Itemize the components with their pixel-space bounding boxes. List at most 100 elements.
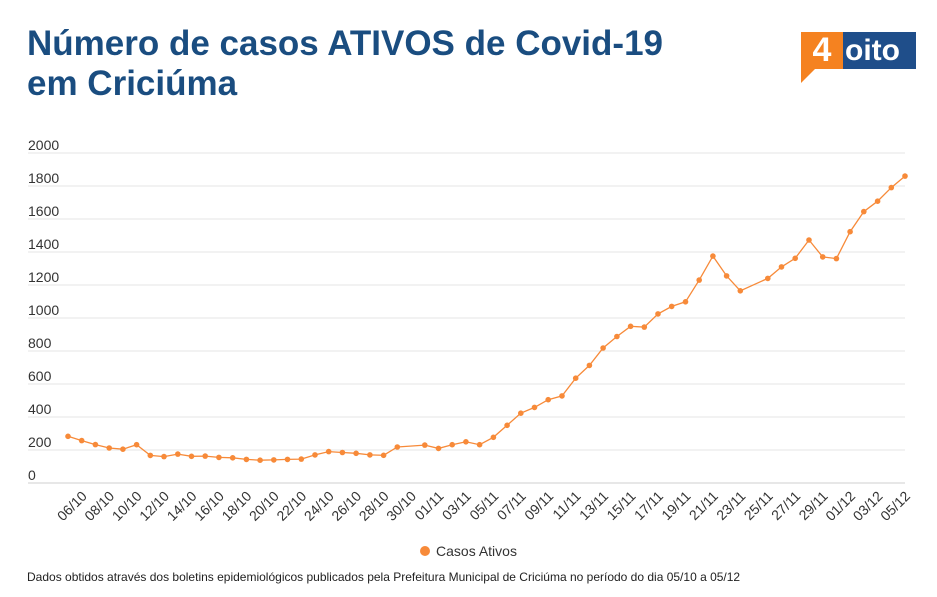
x-tick-label: 09/11 [521, 488, 557, 524]
data-point[interactable] [792, 255, 798, 262]
data-point[interactable] [394, 444, 401, 450]
data-point[interactable] [559, 393, 565, 399]
x-tick-label: 30/10 [383, 488, 419, 524]
data-point[interactable] [92, 441, 99, 448]
data-point[interactable] [78, 437, 85, 444]
data-point[interactable] [463, 439, 469, 445]
data-point[interactable] [229, 455, 236, 461]
data-point[interactable] [723, 273, 730, 279]
data-point[interactable] [710, 253, 716, 259]
y-tick-label: 0 [28, 467, 36, 483]
y-tick-label: 1200 [28, 269, 59, 285]
x-tick-label: 03/12 [850, 488, 886, 524]
legend-label: Casos Ativos [436, 543, 517, 559]
chart-title-line-1: Número de casos ATIVOS de Covid-19 [27, 24, 663, 63]
data-point[interactable] [627, 323, 634, 330]
data-point[interactable] [531, 404, 538, 411]
x-tick-label: 10/10 [109, 488, 145, 524]
data-point[interactable] [435, 445, 442, 452]
data-point[interactable] [380, 452, 387, 459]
data-point[interactable] [257, 457, 263, 464]
data-point[interactable] [188, 453, 195, 460]
data-point[interactable] [641, 324, 648, 330]
data-point[interactable] [325, 448, 332, 455]
data-point[interactable] [737, 288, 744, 294]
data-point[interactable] [476, 441, 483, 448]
data-point[interactable] [353, 450, 359, 457]
data-point[interactable] [147, 452, 154, 459]
x-tick-label: 12/10 [136, 488, 172, 524]
data-point[interactable] [339, 449, 346, 456]
data-point[interactable] [65, 433, 71, 440]
x-tick-label: 05/11 [466, 488, 502, 524]
x-tick-label: 07/11 [494, 488, 530, 524]
x-tick-label: 27/11 [768, 488, 804, 524]
x-tick-label: 05/12 [877, 488, 913, 524]
data-point[interactable] [422, 442, 428, 448]
data-point[interactable] [696, 277, 702, 283]
data-point[interactable] [161, 453, 167, 460]
data-point[interactable] [806, 237, 812, 243]
data-point[interactable] [847, 228, 853, 235]
data-point[interactable] [518, 410, 524, 417]
series-casos-ativos [65, 173, 908, 464]
data-point[interactable] [449, 441, 456, 448]
data-point[interactable] [216, 454, 222, 461]
data-point[interactable] [545, 396, 551, 403]
chart-grid [28, 152, 905, 484]
x-tick-label: 24/10 [301, 488, 337, 524]
y-tick-label: 2000 [28, 137, 59, 153]
x-tick-label: 01/11 [411, 488, 447, 524]
y-tick-label: 200 [28, 434, 52, 450]
data-point[interactable] [298, 456, 305, 462]
data-point[interactable] [106, 445, 112, 451]
x-axis-ticks: 06/1008/1010/1012/1014/1016/1018/1020/10… [54, 488, 914, 524]
logo-tail-shape [801, 69, 815, 83]
data-point[interactable] [682, 299, 689, 305]
data-point[interactable] [271, 457, 277, 463]
x-tick-label: 15/11 [603, 488, 639, 524]
data-point[interactable] [614, 333, 620, 340]
x-tick-label: 17/11 [631, 488, 667, 524]
y-tick-label: 400 [28, 401, 52, 417]
chart-title-line-2: em Criciúma [27, 64, 238, 103]
x-tick-label: 11/11 [549, 488, 584, 523]
data-point[interactable] [586, 362, 593, 369]
data-point[interactable] [668, 303, 675, 310]
data-point[interactable] [874, 198, 881, 204]
data-point[interactable] [572, 375, 579, 382]
data-point[interactable] [778, 264, 785, 270]
data-point[interactable] [175, 451, 181, 457]
x-tick-label: 16/10 [191, 488, 227, 524]
chart-title: Número de casos ATIVOS de Covid-19 em Cr… [27, 24, 727, 104]
x-tick-label: 28/10 [356, 488, 392, 524]
data-point[interactable] [504, 422, 510, 429]
y-axis-ticks: 0 200 400 600 800 1000 1200 1400 1600 1800 2000 [28, 137, 59, 483]
data-point[interactable] [861, 208, 867, 215]
data-point[interactable] [312, 452, 318, 458]
data-point[interactable] [202, 453, 208, 459]
data-point[interactable] [765, 275, 771, 282]
data-point[interactable] [888, 184, 895, 191]
chart-legend[interactable]: Casos Ativos [0, 543, 937, 559]
y-tick-label: 1600 [28, 203, 59, 219]
legend-marker-icon [420, 546, 431, 556]
x-tick-label: 19/11 [658, 488, 694, 524]
data-point[interactable] [367, 452, 373, 458]
data-point[interactable] [833, 255, 840, 262]
data-point[interactable] [133, 441, 140, 448]
data-point[interactable] [490, 434, 497, 441]
source-footnote: Dados obtidos através dos boletins epide… [27, 570, 741, 584]
x-tick-label: 26/10 [328, 488, 364, 524]
data-point[interactable] [243, 456, 250, 463]
data-point[interactable] [902, 173, 908, 179]
data-point[interactable] [284, 456, 291, 463]
logo-wordmark: oito [845, 34, 900, 67]
data-point[interactable] [600, 345, 606, 351]
x-tick-label: 22/10 [273, 488, 309, 524]
data-point[interactable] [655, 311, 661, 317]
data-point[interactable] [120, 446, 126, 453]
data-point[interactable] [819, 254, 826, 260]
x-tick-label: 13/11 [576, 488, 612, 524]
